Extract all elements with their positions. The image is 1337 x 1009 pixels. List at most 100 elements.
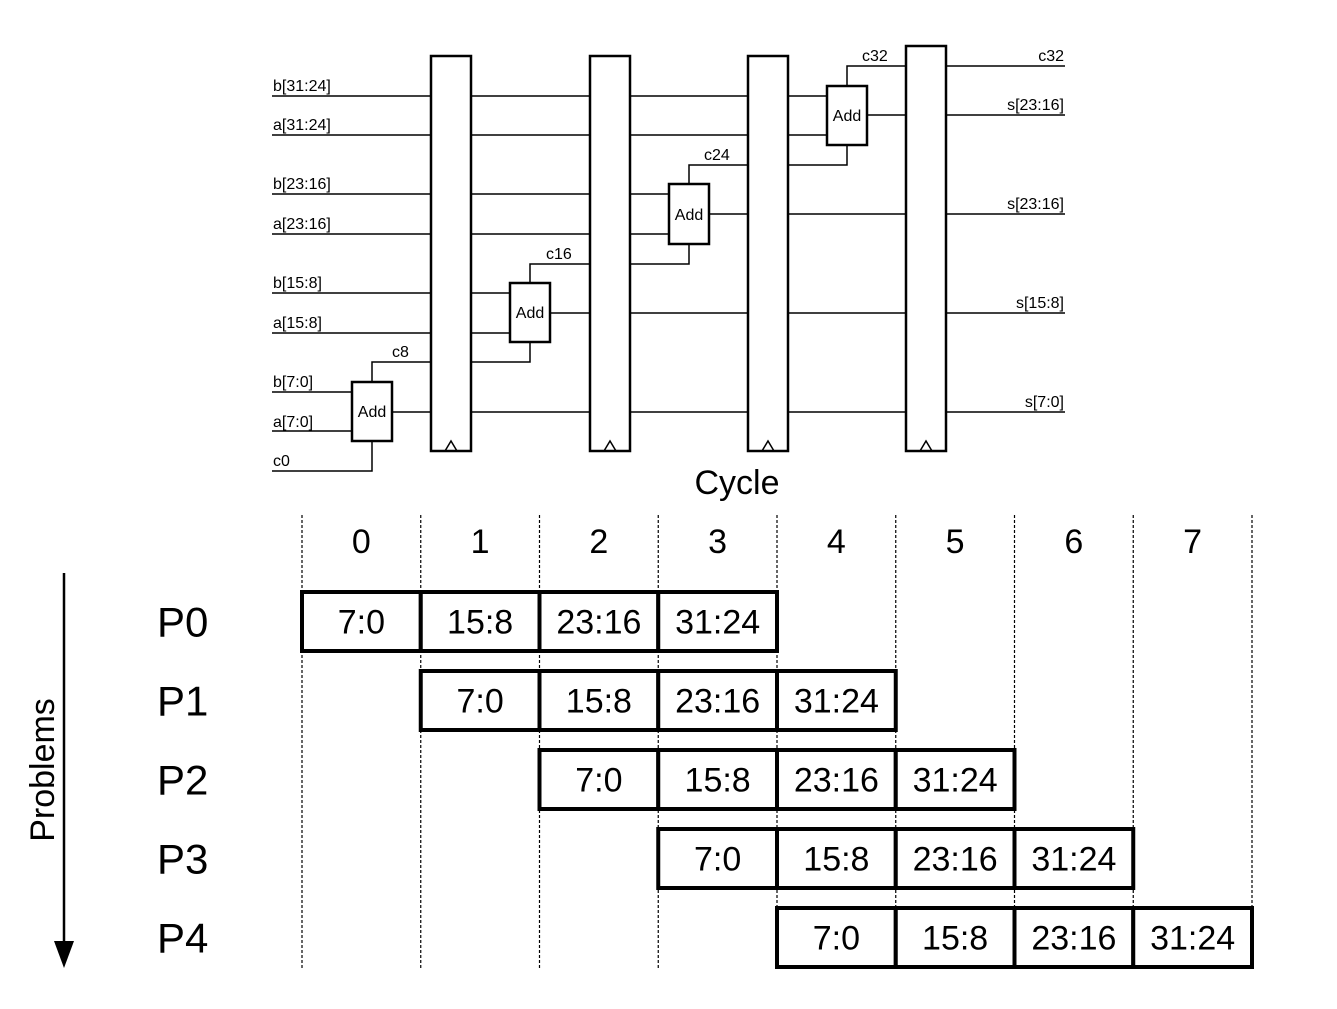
- adder-stage-2: Add c24: [667, 147, 730, 246]
- stage-cell: [893, 827, 1017, 890]
- timing-table: Cycle 0 1 2 3 4 5 6 7 P0 7:0 15:8 23:16 31:24 P1 7:0 1…: [24, 464, 1254, 970]
- input-label-a-15-8: a[15:8]: [273, 315, 322, 332]
- stage-cell-label: 31:24: [794, 683, 879, 721]
- adder-stage-1: Add c16: [508, 246, 572, 344]
- pipeline-register-1: [429, 54, 473, 453]
- stage-cell-label: 7:0: [694, 841, 741, 879]
- stage-cell-label: 15:8: [447, 604, 513, 642]
- output-label-s-23-16-a: s[23:16]: [1007, 97, 1064, 114]
- output-wires: [946, 65, 1065, 413]
- input-label-a-31-24: a[31:24]: [273, 117, 331, 134]
- stage-cell-label: 31:24: [1031, 841, 1116, 879]
- stage-cell: [418, 590, 542, 653]
- stage-cell-label: 31:24: [675, 604, 760, 642]
- stage-cell: [1131, 906, 1254, 969]
- stage-cell-label: 23:16: [913, 841, 998, 879]
- cycle-axis-title: Cycle: [694, 464, 779, 502]
- pipeline-circuit: b[31:24] a[31:24] b[23:16] a[23:16] b[15…: [272, 44, 1065, 472]
- carry-label-c16: c16: [546, 246, 572, 263]
- carry-label-c32: c32: [862, 48, 888, 65]
- input-label-c0: c0: [273, 453, 290, 470]
- stage-cell: [300, 590, 423, 653]
- problems-axis: Problems: [24, 573, 74, 968]
- input-label-b-23-16: b[23:16]: [273, 176, 331, 193]
- stage-cell-label: 23:16: [1031, 920, 1116, 958]
- problem-label: P2: [157, 757, 208, 804]
- problem-label: P1: [157, 678, 208, 725]
- carry-label-c24: c24: [704, 147, 730, 164]
- stage-cell-label: 15:8: [566, 683, 632, 721]
- cycle-header-2: 2: [589, 523, 608, 561]
- adder-stage-0: Add c8: [350, 344, 431, 443]
- stage-cell-label: 15:8: [685, 762, 751, 800]
- stage-cell: [893, 748, 1017, 811]
- input-wires: [272, 95, 431, 472]
- stage-cell-label: 7:0: [456, 683, 503, 721]
- stage-cell: [775, 827, 898, 890]
- input-label-a-23-16: a[23:16]: [273, 216, 331, 233]
- stage-cell: [1012, 827, 1136, 890]
- adder-label: Add: [675, 207, 703, 224]
- stage-cell-label: 7:0: [575, 762, 622, 800]
- stage-cell: [656, 590, 779, 653]
- input-labels: b[31:24] a[31:24] b[23:16] a[23:16] b[15…: [273, 78, 331, 470]
- problem-row-p2: P2 7:0 15:8 23:16 31:24: [157, 748, 1017, 811]
- cycle-header-7: 7: [1183, 523, 1202, 561]
- stage3-wires: [788, 65, 906, 413]
- stage-cell-label: 15:8: [803, 841, 869, 879]
- stage-cell-label: 23:16: [794, 762, 879, 800]
- output-label-s-7-0: s[7:0]: [1025, 394, 1064, 411]
- stage-cell-label: 7:0: [813, 920, 860, 958]
- stage2-wires: [630, 95, 748, 413]
- stage-cell-label: 7:0: [338, 604, 385, 642]
- cycle-header-0: 0: [352, 523, 371, 561]
- stage-cell: [775, 748, 898, 811]
- stage-cell: [537, 748, 661, 811]
- cycle-header-6: 6: [1064, 523, 1083, 561]
- pipeline-register-3: [746, 54, 790, 453]
- input-label-b-15-8: b[15:8]: [273, 275, 322, 292]
- problem-row-p3: P3 7:0 15:8 23:16 31:24: [157, 827, 1136, 890]
- problem-label: P4: [157, 915, 208, 962]
- stage-cell: [418, 669, 542, 732]
- stage-cell: [775, 669, 898, 732]
- cycle-header-1: 1: [471, 523, 490, 561]
- stage-cell-label: 23:16: [675, 683, 760, 721]
- cycle-header-3: 3: [708, 523, 727, 561]
- cycle-headers: 0 1 2 3 4 5 6 7: [352, 523, 1202, 561]
- stage-cell-label: 23:16: [556, 604, 641, 642]
- cycle-header-4: 4: [827, 523, 846, 561]
- input-label-b-31-24: b[31:24]: [273, 78, 331, 95]
- adder-label: Add: [516, 305, 544, 322]
- stage-cell-label: 15:8: [922, 920, 988, 958]
- input-label-a-7-0: a[7:0]: [273, 414, 313, 431]
- output-label-s-23-16-b: s[23:16]: [1007, 196, 1064, 213]
- input-label-b-7-0: b[7:0]: [273, 374, 313, 391]
- problem-row-p0: P0 7:0 15:8 23:16 31:24: [157, 590, 779, 653]
- output-labels: c32 s[23:16] s[23:16] s[15:8] s[7:0]: [1007, 48, 1064, 411]
- adder-stage-3: Add c32: [825, 48, 888, 147]
- cycle-header-5: 5: [946, 523, 965, 561]
- problem-row-p4: P4 7:0 15:8 23:16 31:24: [157, 906, 1254, 969]
- stage-cell-label: 31:24: [1150, 920, 1235, 958]
- stage1-wires: [471, 95, 590, 413]
- pipeline-register-2: [588, 54, 632, 453]
- adder-label: Add: [358, 404, 386, 421]
- stage-cell: [656, 669, 779, 732]
- problem-label: P3: [157, 836, 208, 883]
- cycle-dividers: [301, 515, 1253, 970]
- pipeline-register-4: [904, 44, 948, 453]
- problem-row-p1: P1 7:0 15:8 23:16 31:24: [157, 669, 898, 732]
- problems-axis-label: Problems: [24, 698, 62, 842]
- down-arrow-icon: [54, 941, 74, 968]
- carry-label-c8: c8: [392, 344, 409, 361]
- adder-label: Add: [833, 108, 861, 125]
- stage-cell: [775, 906, 898, 969]
- stage-cell-label: 31:24: [913, 762, 998, 800]
- output-label-c32: c32: [1038, 48, 1064, 65]
- pipeline-registers: [429, 44, 948, 453]
- problem-label: P0: [157, 599, 208, 646]
- output-label-s-15-8: s[15:8]: [1016, 295, 1064, 312]
